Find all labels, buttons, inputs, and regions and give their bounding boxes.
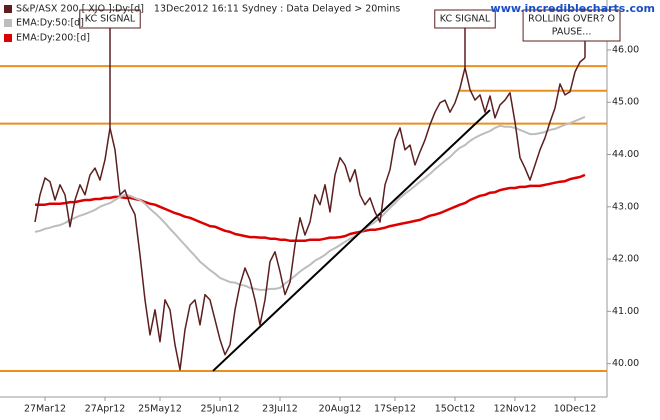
x-tick-label: 12Nov12 (494, 404, 537, 415)
legend-swatch (4, 19, 12, 27)
x-tick-label: 15Oct12 (435, 404, 476, 415)
annotation-text: KC SIGNAL (85, 14, 136, 25)
series-line (35, 173, 586, 243)
legend-label: S&P/ASX 200 [ XJO ]:Dy:[d] (16, 4, 144, 15)
legend-swatch (4, 34, 12, 42)
y-tick-label: 46.00 (612, 44, 639, 55)
trendline (212, 109, 491, 372)
x-tick-label: 17Sep12 (374, 404, 416, 415)
annotation: ROLLING OVER? O PAUSE... (522, 9, 621, 58)
series-line (34, 57, 586, 371)
watermark: www.incrediblecharts.com (491, 2, 655, 15)
annotation-box (522, 9, 621, 42)
y-tick-label: 41.00 (612, 306, 639, 317)
y-tick-label: 45.00 (612, 97, 639, 108)
annotation-text: ROLLING OVER? O (528, 14, 615, 25)
legend-label: EMA:Dy:50:[d] (16, 18, 84, 29)
x-tick-label: 27Apr12 (85, 404, 126, 415)
x-tick-label: 25May12 (138, 404, 182, 415)
annotation-text: KC SIGNAL (440, 14, 491, 25)
annotation: KC SIGNAL (434, 9, 496, 68)
annotation: KC SIGNAL (79, 9, 141, 128)
y-tick-label: 44.00 (612, 149, 639, 160)
y-tick-label: 43.00 (612, 201, 639, 212)
y-tick-label: 40.00 (612, 358, 639, 369)
x-tick-label: 10Dec12 (554, 404, 597, 415)
annotation-text: PAUSE... (552, 27, 592, 38)
y-tick-label: 42.00 (612, 254, 639, 265)
legend-swatch (4, 5, 12, 13)
x-tick-label: 20Aug12 (319, 404, 362, 415)
legend-label: EMA:Dy:200:[d] (16, 33, 90, 44)
x-tick-label: 25Jun12 (200, 404, 239, 415)
x-tick-label: 23Jul12 (262, 404, 298, 415)
x-tick-label: 27Mar12 (24, 404, 66, 415)
subtitle: 13Dec2012 16:11 Sydney : Data Delayed > … (154, 4, 400, 15)
